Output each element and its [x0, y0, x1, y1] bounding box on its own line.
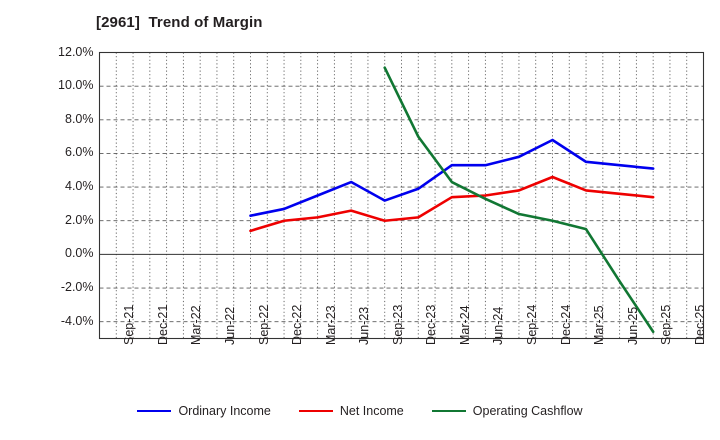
y-tick-label: 12.0% [58, 44, 94, 59]
x-tick-label: Dec-24 [558, 304, 573, 345]
legend-item-2[interactable]: Operating Cashflow [431, 404, 583, 418]
x-tick-label: Jun-25 [625, 306, 640, 345]
legend-swatch-icon [431, 410, 466, 412]
x-tick-label: Dec-23 [424, 304, 439, 345]
x-tick-label: Mar-22 [189, 304, 204, 345]
legend-item-0[interactable]: Ordinary Income [137, 404, 271, 418]
y-tick-label: 6.0% [65, 145, 94, 160]
y-tick-label: 2.0% [65, 212, 94, 227]
y-tick-label: 0.0% [65, 246, 94, 261]
series-line-1 [249, 175, 655, 233]
legend-label: Operating Cashflow [472, 404, 583, 418]
legend-item-1[interactable]: Net Income [298, 404, 404, 418]
series-line-2 [383, 66, 655, 334]
x-tick-label: Sep-21 [122, 304, 137, 345]
x-tick-label: Sep-22 [256, 304, 271, 345]
series-lines [249, 66, 655, 334]
y-tick-label: 8.0% [65, 111, 94, 126]
series-line-0 [249, 138, 655, 217]
x-tick-label: Mar-24 [457, 304, 472, 345]
legend-swatch-icon [137, 410, 172, 412]
gridlines [99, 52, 704, 339]
y-tick-label: -2.0% [60, 280, 94, 295]
x-tick-label: Sep-24 [524, 304, 539, 345]
y-tick-label: -4.0% [60, 313, 94, 328]
y-tick-label: 4.0% [65, 179, 94, 194]
chart-legend: Ordinary Income Net Income Operating Cashf… [0, 404, 720, 418]
legend-label: Net Income [339, 404, 404, 418]
y-tick-label: 10.0% [58, 78, 94, 93]
x-tick-label: Dec-25 [692, 304, 707, 345]
x-tick-label: Dec-22 [290, 304, 305, 345]
x-tick-label: Mar-23 [323, 304, 338, 345]
x-tick-label: Dec-21 [155, 304, 170, 345]
x-tick-label: Mar-25 [592, 304, 607, 345]
axis-lines [98, 51, 705, 340]
legend-swatch-icon [298, 410, 333, 412]
chart-title: [2961] Trend of Margin [96, 14, 263, 31]
legend-label: Ordinary Income [178, 404, 271, 418]
x-tick-label: Sep-23 [390, 304, 405, 345]
x-tick-label: Jun-23 [357, 306, 372, 345]
x-tick-label: Sep-25 [659, 304, 674, 345]
x-tick-label: Jun-24 [491, 306, 506, 345]
x-tick-label: Jun-22 [222, 306, 237, 345]
